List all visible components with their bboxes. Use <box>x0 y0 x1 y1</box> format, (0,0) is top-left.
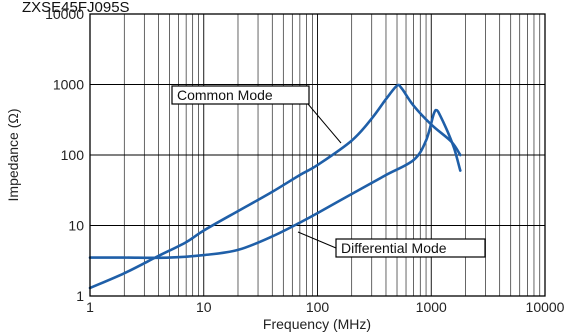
y-tick-label: 1000 <box>53 77 84 93</box>
plot-frame <box>89 13 546 297</box>
x-tick-label: 10000 <box>526 299 565 315</box>
annotation-differential-mode-text: Differential Mode <box>341 240 447 256</box>
y-tick-label: 10000 <box>45 6 84 22</box>
annotation-differential-mode-box <box>335 238 486 258</box>
x-axis-title: Frequency (MHz) <box>263 316 371 332</box>
y-axis-title: Impedance (Ω) <box>5 109 21 202</box>
x-tick-label: 10 <box>196 299 212 315</box>
y-tick-label: 10 <box>68 218 84 234</box>
y-tick-label: 100 <box>61 147 85 163</box>
differential-mode-leader <box>297 231 337 249</box>
y-tick-label: 1 <box>76 288 84 304</box>
annotation-common-mode: Common Mode <box>171 85 310 105</box>
common-mode-curve <box>88 83 462 290</box>
x-tick-label: 100 <box>306 299 330 315</box>
x-tick-label: 1 <box>86 299 94 315</box>
differential-mode-curve <box>88 108 462 260</box>
curves <box>88 83 462 290</box>
x-tick-label: 1000 <box>416 299 447 315</box>
header-text: ZXSE45FJ095S <box>22 0 130 16</box>
annotation-common-mode-box <box>171 85 310 105</box>
annotation-differential-mode: Differential Mode <box>335 238 486 258</box>
annotation-common-mode-text: Common Mode <box>177 87 273 103</box>
common-mode-leader <box>307 103 342 144</box>
tick-labels: 1 10 100 1000 10000 1 10 100 1000 10000 <box>45 6 565 315</box>
